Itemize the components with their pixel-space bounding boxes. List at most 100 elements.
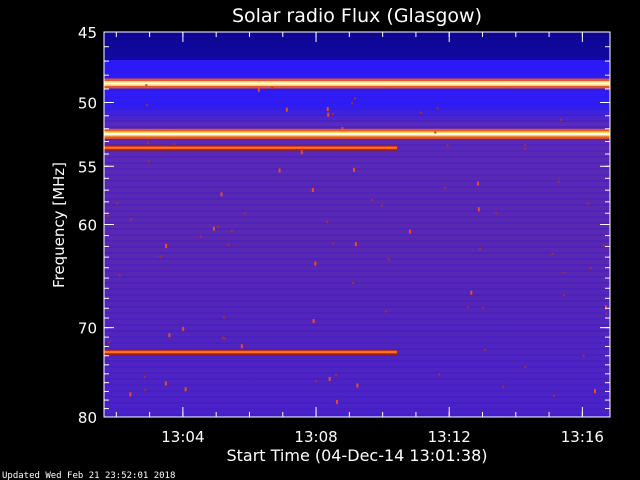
y-tick-label: 45	[78, 24, 97, 42]
updated-timestamp: Updated Wed Feb 21 23:52:01 2018	[2, 471, 175, 480]
speckle	[184, 387, 187, 392]
speckle	[436, 107, 439, 110]
y-axis-label: Frequency [MHz]	[50, 162, 68, 288]
speckle	[118, 274, 121, 277]
speckle	[479, 247, 482, 250]
speckle	[604, 305, 607, 310]
x-tick-label: 13:16	[561, 428, 604, 446]
speckle	[199, 235, 202, 238]
speckle	[243, 212, 246, 215]
speckle	[582, 354, 585, 357]
band-core	[104, 146, 397, 149]
speckle	[173, 142, 176, 145]
speckle	[502, 385, 505, 388]
speckle	[524, 148, 527, 151]
speckle	[446, 144, 449, 147]
speckle	[482, 306, 485, 309]
speckle	[182, 326, 185, 331]
speckle	[356, 383, 359, 388]
speckle	[351, 102, 354, 105]
speckle	[212, 226, 215, 231]
speckle	[332, 242, 335, 245]
speckle	[220, 192, 223, 197]
speckle	[147, 160, 150, 163]
speckle	[164, 381, 167, 386]
speckle	[147, 142, 150, 145]
speckle	[300, 150, 303, 155]
x-axis-label: Start Time (04-Dec-14 13:01:38)	[226, 446, 487, 465]
speckle	[552, 394, 555, 397]
emission-bands	[104, 78, 610, 356]
speckle	[602, 244, 605, 247]
speckle	[108, 341, 111, 344]
speckle	[434, 131, 437, 134]
speckle	[419, 111, 422, 114]
speckle	[312, 319, 315, 324]
speckle	[495, 212, 498, 215]
speckle	[227, 243, 230, 246]
y-tick-label: 50	[78, 95, 97, 113]
speckle	[144, 388, 147, 391]
speckle	[477, 207, 480, 212]
speckle	[326, 107, 329, 112]
speckle	[371, 199, 374, 202]
speckle	[353, 167, 356, 172]
speckle	[116, 202, 119, 205]
speckle	[443, 186, 446, 189]
speckle	[470, 290, 473, 295]
speckle	[477, 181, 480, 186]
speckle	[524, 366, 527, 369]
chart-title: Solar radio Flux (Glasgow)	[232, 5, 482, 27]
x-tick-label: 13:12	[428, 428, 471, 446]
speckle	[130, 218, 133, 221]
y-tick-label: 55	[78, 158, 97, 176]
speckle	[216, 225, 219, 228]
speckle	[593, 389, 596, 394]
band-core	[104, 351, 397, 354]
top-dark-zone	[104, 32, 610, 60]
band-core	[104, 82, 610, 85]
speckle	[562, 271, 565, 274]
plot-area	[103, 31, 611, 418]
speckle	[380, 204, 383, 207]
speckle	[353, 97, 356, 100]
speckle	[315, 380, 318, 383]
speckle	[551, 252, 554, 255]
speckle	[331, 113, 334, 116]
speckle	[278, 168, 281, 173]
speckle	[145, 84, 148, 87]
speckle	[328, 376, 331, 381]
y-tick-label: 70	[78, 320, 97, 338]
speckle	[352, 282, 355, 285]
y-axis: 45 50 55 60 70 80	[78, 24, 610, 427]
x-axis: 13:04 13:08 13:12 13:16	[115, 32, 604, 446]
speckle	[466, 306, 469, 309]
speckle	[223, 337, 226, 340]
speckle	[334, 374, 337, 377]
speckle	[257, 87, 260, 92]
speckle	[438, 373, 441, 376]
speckle	[409, 229, 412, 234]
speckle	[524, 144, 527, 147]
y-tick-label: 80	[78, 409, 97, 427]
speckle	[145, 104, 148, 107]
speckle	[314, 261, 317, 266]
speckle	[483, 348, 486, 351]
speckle	[107, 214, 110, 217]
speckle	[559, 119, 562, 122]
speckle	[311, 188, 314, 193]
band-core	[104, 132, 610, 135]
speckle	[557, 180, 560, 183]
speckle	[240, 344, 243, 349]
speckle	[326, 221, 329, 224]
speckle	[605, 312, 608, 315]
speckle	[387, 258, 390, 261]
speckle	[563, 294, 566, 297]
speckle	[285, 107, 288, 112]
speckle	[384, 310, 387, 313]
speckle	[589, 267, 592, 270]
x-tick-label: 13:04	[161, 428, 204, 446]
speckle	[165, 243, 168, 248]
speckle	[168, 333, 171, 338]
